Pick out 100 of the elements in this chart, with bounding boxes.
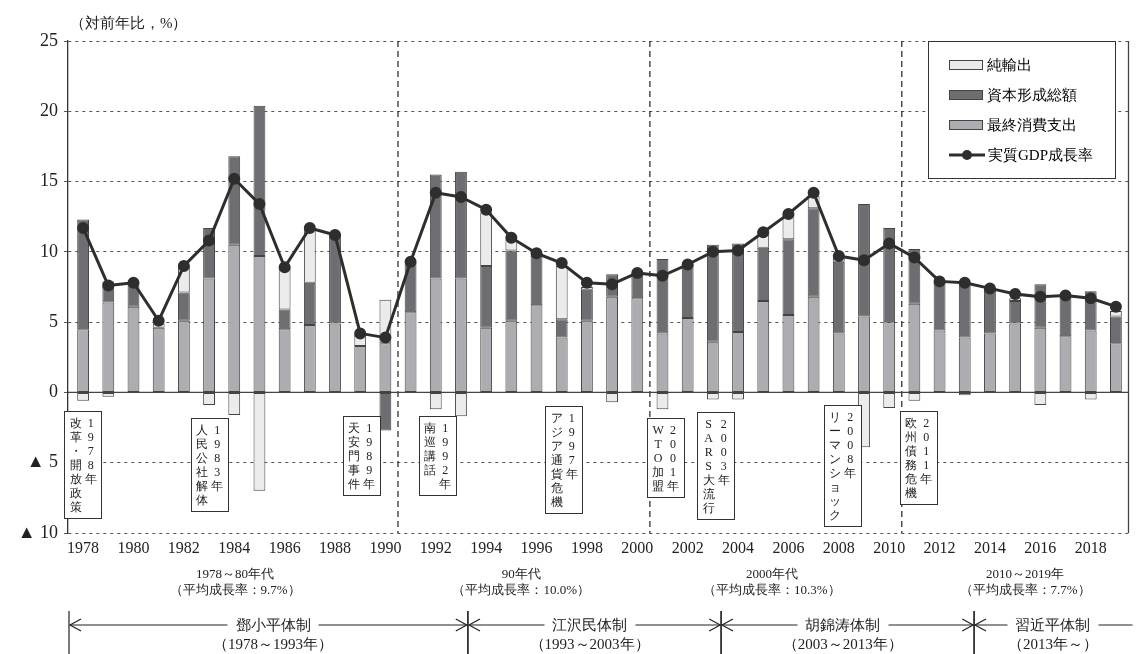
x-tick-label: 1996 [520,538,553,556]
point [656,269,669,282]
y-tick-label: 10 [40,240,58,261]
point [983,282,996,295]
annotation: SARS大流行 [701,417,716,516]
point [429,186,442,199]
point [354,327,367,340]
y-tick-label: 5 [49,310,58,331]
annotation: 2008年 [843,410,858,481]
point [1009,288,1022,301]
point [732,244,745,257]
point [404,255,417,268]
point [908,251,921,264]
point [77,221,90,234]
point [253,198,266,211]
point [555,257,568,270]
point [228,172,241,185]
x-tick-label: 2008 [822,538,855,556]
point [1109,300,1122,313]
annotation: 改革・開放政策 [68,415,83,514]
x-tick-label: 2012 [923,538,956,556]
point [883,237,896,250]
point [1034,290,1047,303]
y-tick-label: ▲ 5 [26,451,58,472]
legend-label: 純輸出 [986,55,1032,75]
annotation: 天安門事件 [347,421,362,492]
annotation: 2001年 [666,422,681,493]
y-axis-title: （対前年比，%） [70,14,188,33]
x-tick-label: 1992 [419,538,452,556]
point [958,276,971,289]
y-tick-label: 0 [49,381,58,402]
x-tick-label: 1982 [167,538,200,556]
annotation: アジア通貨危機 [549,411,564,510]
text: （1978～1993年） [212,635,335,654]
point [480,203,493,216]
text: （2013年～） [1006,635,1099,654]
annotation: 1992年 [438,421,453,492]
annotation: WTO加盟 [651,422,666,493]
point [102,279,115,292]
text: （1993～2003年） [528,635,651,654]
annotation: 1989年 [362,421,377,492]
x-tick-label: 1984 [218,538,251,556]
annotation: 2011年 [919,415,934,486]
text: 習近平体制 [1007,616,1099,635]
annotation: 1983年 [210,422,225,493]
text: 90年代 [501,566,541,582]
y-tick-label: ▲ 10 [17,521,58,542]
point [1059,289,1072,302]
point [706,245,719,258]
text: （2003～2013年） [781,635,904,654]
y-tick-label: 20 [40,100,58,121]
point [631,266,644,279]
point [303,221,316,234]
y-tick-label: 15 [40,170,58,191]
x-tick-label: 2000 [621,538,654,556]
x-tick-label: 1994 [470,538,503,556]
text: 2010～2019年 [986,566,1065,582]
x-tick-label: 1998 [570,538,603,556]
point [505,231,518,244]
x-tick-label: 2018 [1074,538,1107,556]
text: 2000年代 [745,566,798,582]
point [858,254,871,267]
text: 胡錦涛体制 [797,616,889,635]
x-tick-label: 2002 [671,538,704,556]
text: （平均成長率：7.7%） [959,582,1091,598]
x-tick-label: 2004 [722,538,755,556]
point [379,331,392,344]
point [127,276,140,289]
point [278,261,291,274]
point [1084,292,1097,305]
annotation: 南巡講話 [423,421,438,478]
text: 鄧小平体制 [227,616,319,635]
text: （平均成長率：10.3%） [703,582,841,598]
annotation: 2003年 [716,417,731,488]
point [203,234,216,247]
point [832,250,845,263]
point [530,247,543,260]
legend-label: 資本形成総額 [986,85,1077,105]
point [681,258,694,271]
point [580,276,593,289]
legend-label: 実質GDP成長率 [987,145,1093,165]
point [454,191,467,204]
x-tick-label: 1986 [268,538,301,556]
text: （平均成長率：10.0%） [452,582,591,598]
text: （平均成長率：9.7%） [169,582,301,598]
point [933,275,946,288]
point [782,207,795,220]
point [152,314,165,327]
x-tick-label: 2014 [973,538,1006,556]
legend-label: 最終消費支出 [986,115,1077,135]
point [807,186,820,199]
x-tick-label: 1978 [67,538,100,556]
point [606,278,619,291]
x-tick-label: 2010 [873,538,906,556]
annotation: 1997年 [564,411,579,482]
annotation: 人民公社解体 [195,422,210,507]
point [177,259,190,272]
text: 1978～80年代 [196,566,275,582]
text: 江沢民体制 [544,616,636,635]
annotation: 1978年 [83,415,98,486]
